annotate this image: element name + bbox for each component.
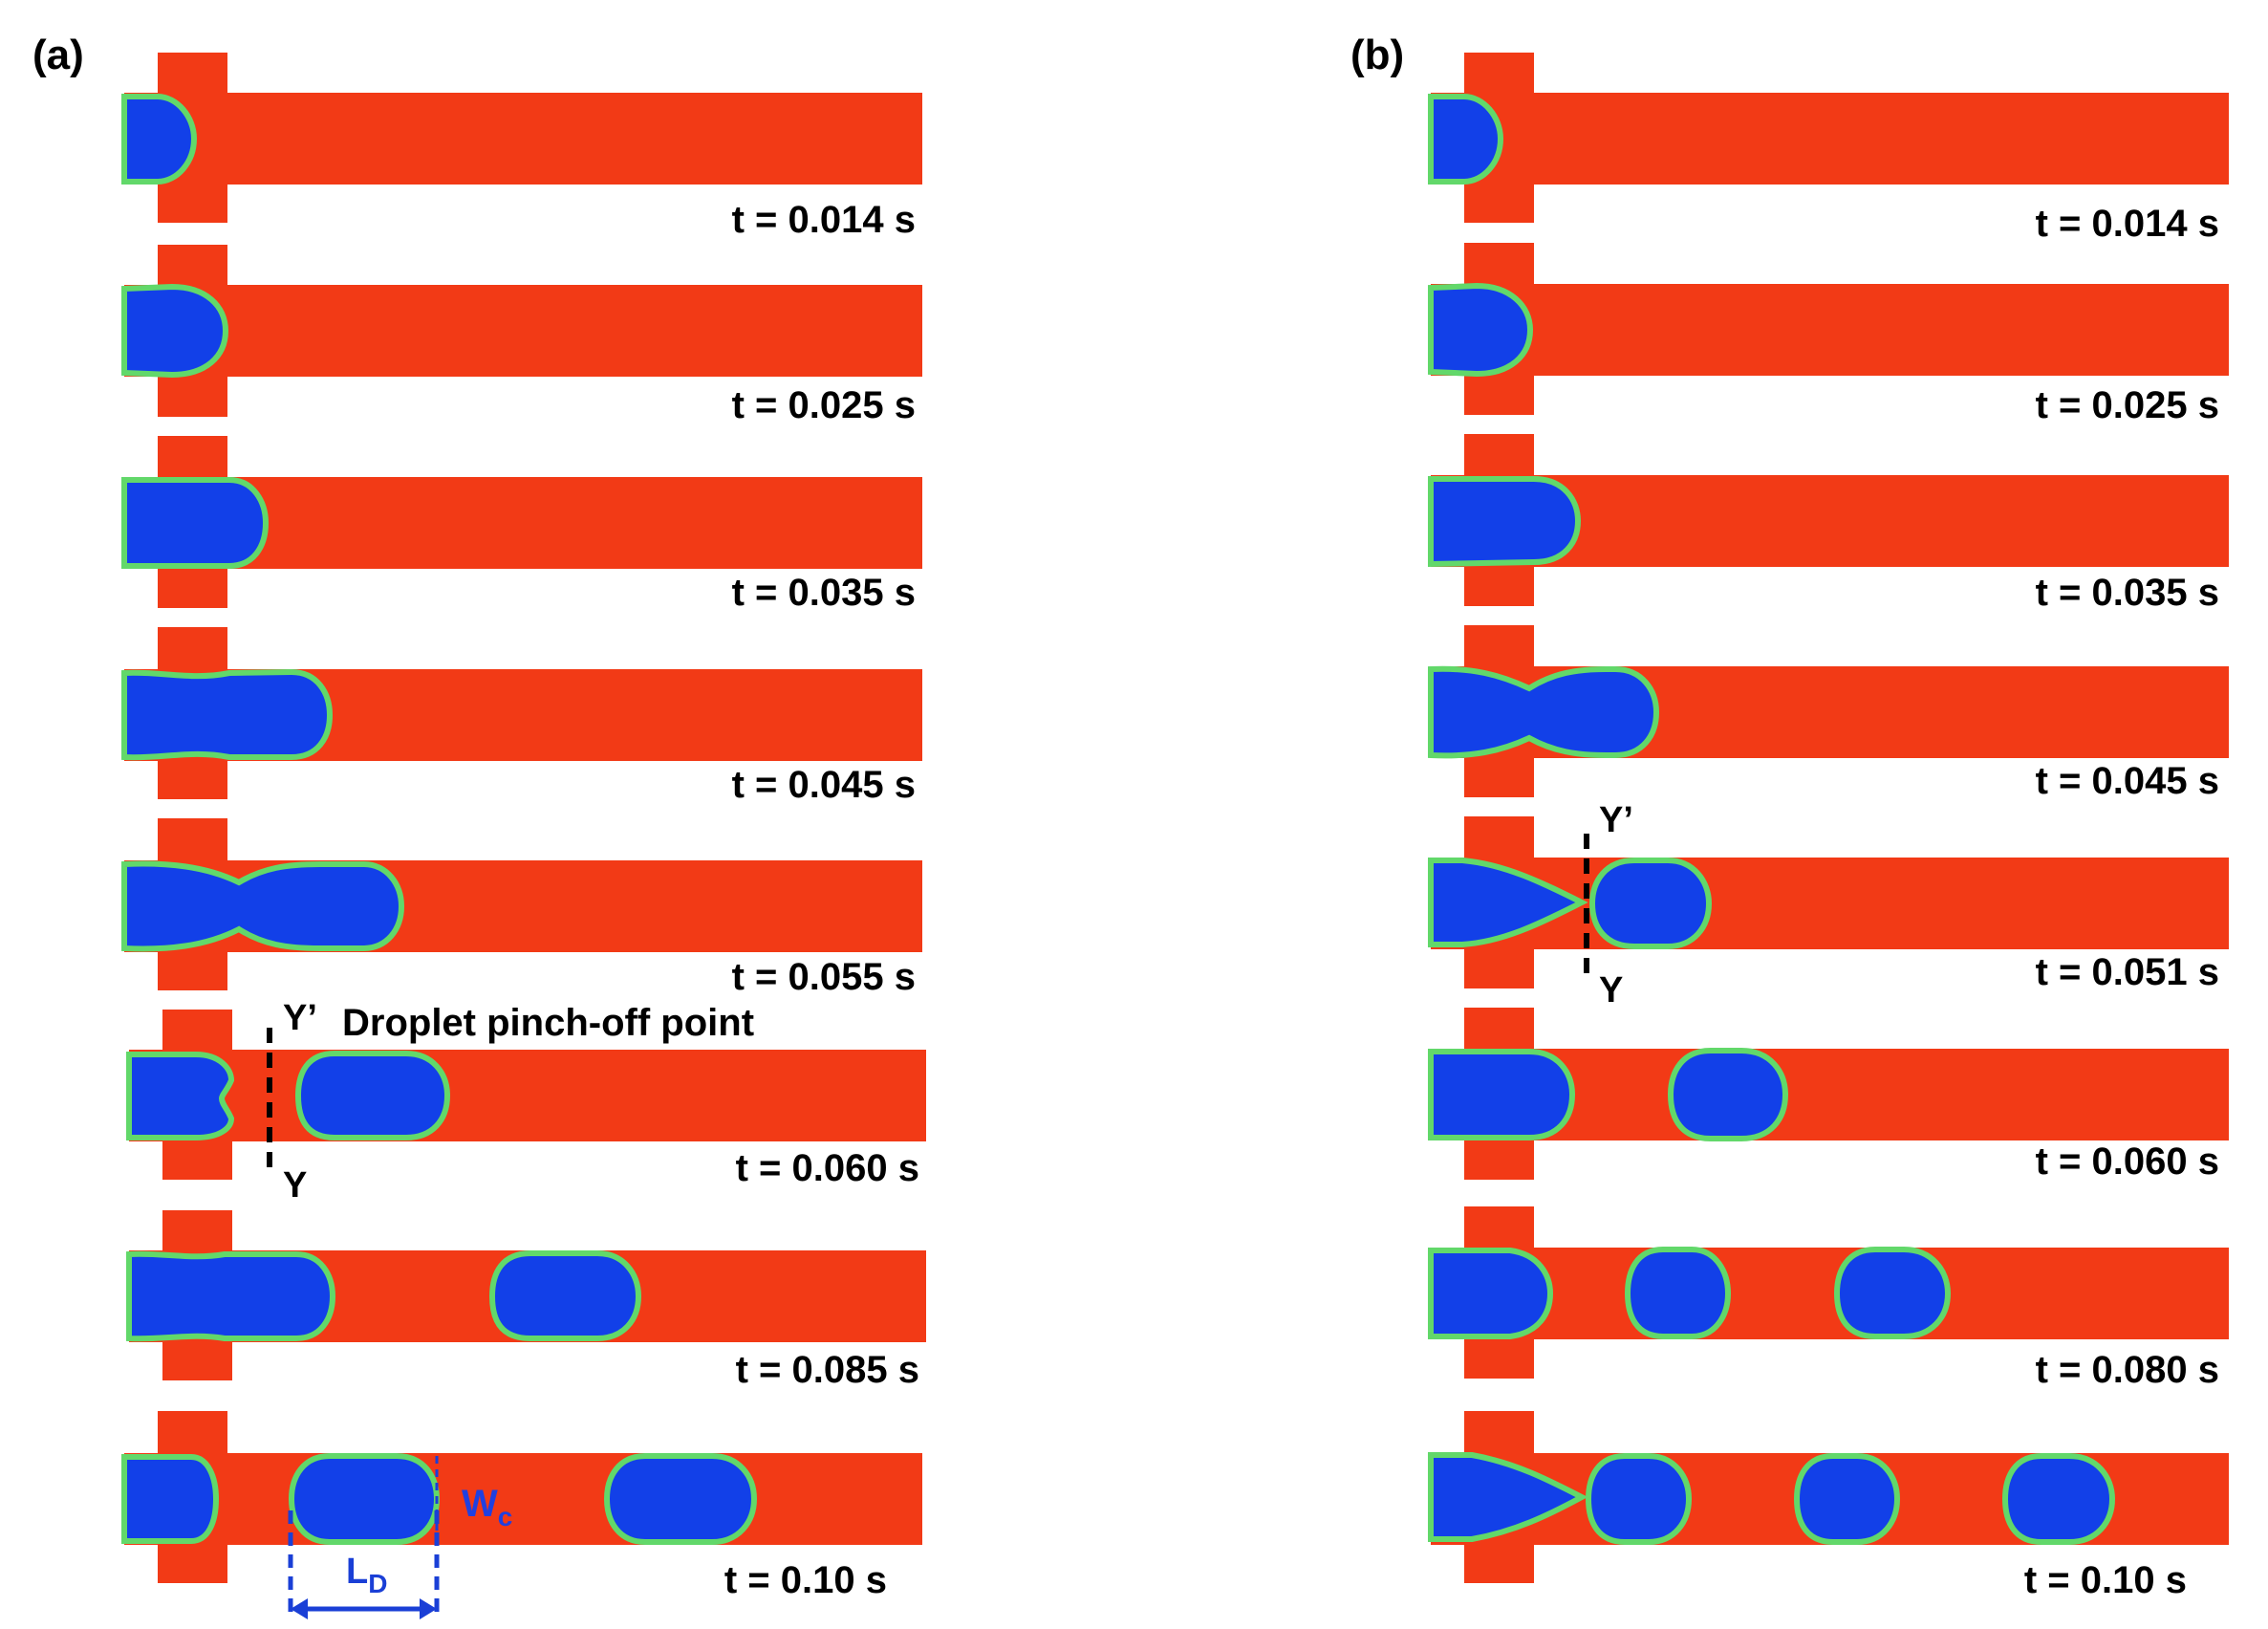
pinch-label-y-prime-a: Y’ <box>283 998 317 1038</box>
panel-label-b: (b) <box>1350 32 1404 78</box>
frame-a-8 <box>121 1411 922 1583</box>
time-label-b-8: t = 0.10 s <box>2024 1559 2187 1601</box>
frame-a-1 <box>121 53 922 223</box>
pinch-label-y-prime-b: Y’ <box>1599 800 1633 840</box>
panel-label-a: (a) <box>32 32 84 78</box>
time-label-a-5: t = 0.055 s <box>732 956 916 998</box>
frame-b-2 <box>1428 243 2229 415</box>
panel-a: t = 0.014 s t = 0.025 s t = 0.035 s t = … <box>121 53 926 1619</box>
frame-b-8 <box>1428 1411 2229 1583</box>
frame-b-6 <box>1428 1008 2229 1180</box>
ld-dimension-marker <box>288 1510 440 1619</box>
time-label-b-1: t = 0.014 s <box>2036 203 2219 245</box>
pinch-label-y-a: Y <box>283 1165 307 1205</box>
panel-b: t = 0.014 s t = 0.025 s t = 0.035 s t = … <box>1428 53 2229 1601</box>
pinch-label-y-b: Y <box>1599 970 1623 1010</box>
frame-b-7 <box>1428 1206 2229 1379</box>
time-label-a-1: t = 0.014 s <box>732 199 916 241</box>
time-label-a-6: t = 0.060 s <box>736 1147 919 1189</box>
ld-label: LD <box>346 1552 387 1598</box>
time-label-b-2: t = 0.025 s <box>2036 384 2219 426</box>
time-label-b-4: t = 0.045 s <box>2036 760 2219 802</box>
pinch-off-annotation: Droplet pinch-off point <box>342 1002 754 1044</box>
frame-a-3 <box>121 436 922 608</box>
frame-b-4 <box>1428 625 2229 797</box>
time-label-b-3: t = 0.035 s <box>2036 572 2219 614</box>
wc-label: Wc <box>462 1483 512 1531</box>
frame-a-6 <box>126 1010 926 1180</box>
frame-b-3 <box>1428 434 2229 606</box>
frame-a-5 <box>121 818 922 990</box>
time-label-a-2: t = 0.025 s <box>732 384 916 426</box>
frame-a-7 <box>126 1210 926 1380</box>
frame-a-4 <box>121 627 922 799</box>
frame-b-1 <box>1428 53 2229 223</box>
time-label-a-3: t = 0.035 s <box>732 572 916 614</box>
time-label-b-7: t = 0.080 s <box>2036 1349 2219 1391</box>
time-label-b-6: t = 0.060 s <box>2036 1140 2219 1183</box>
time-label-a-8: t = 0.10 s <box>724 1559 887 1601</box>
frame-b-5 <box>1428 816 2229 988</box>
time-label-b-5: t = 0.051 s <box>2036 951 2219 993</box>
time-label-a-4: t = 0.045 s <box>732 764 916 806</box>
frame-a-2 <box>121 245 922 417</box>
time-label-a-7: t = 0.085 s <box>736 1349 919 1391</box>
